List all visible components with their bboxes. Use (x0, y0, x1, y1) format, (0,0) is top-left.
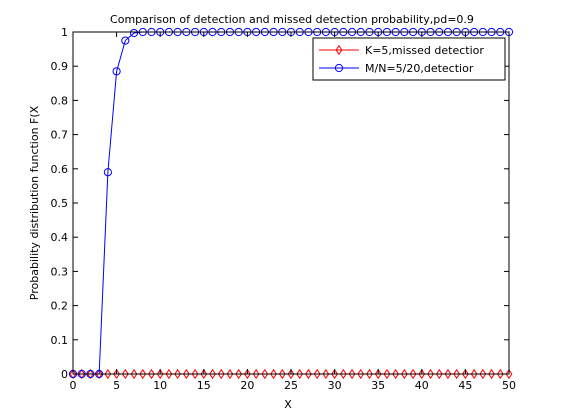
data-point (113, 368, 121, 380)
data-point (435, 368, 443, 380)
x-tick-label: 15 (197, 379, 211, 392)
data-point (156, 368, 164, 380)
data-point (496, 368, 504, 380)
data-point (418, 368, 426, 380)
x-tick-label: 5 (113, 379, 120, 392)
legend-marker (335, 44, 343, 56)
data-point (470, 368, 478, 380)
data-point (392, 368, 400, 380)
data-point (400, 368, 408, 380)
data-point (270, 368, 277, 380)
x-tick-label: 25 (284, 379, 298, 392)
y-tick-label: 0.5 (51, 197, 69, 210)
data-point (348, 368, 356, 380)
data-point (226, 368, 234, 380)
data-point (444, 368, 452, 380)
data-point (488, 368, 495, 380)
data-point (252, 368, 260, 380)
legend-box (312, 37, 506, 81)
y-tick-label: 0.3 (51, 265, 69, 278)
x-tick-label: 10 (153, 379, 167, 392)
data-point (112, 67, 121, 76)
data-point (357, 368, 365, 380)
data-point (261, 368, 269, 380)
y-tick-label: 0.2 (51, 300, 69, 313)
y-tick-label: 1 (61, 26, 68, 39)
y-tick-label: 0.7 (51, 129, 69, 142)
data-point (366, 368, 373, 380)
legend-entry: M/N=5/20,detectior (319, 62, 474, 75)
data-point (139, 368, 147, 380)
y-tick-label: 0.8 (51, 94, 69, 107)
data-point (374, 368, 382, 380)
ticks-layer: 0 5 10 15 20 25 30 35 40 45 50 0 0.1 0.2 0.3 0.4 0.5 0.6 0… (51, 26, 517, 392)
data-point (409, 368, 417, 380)
chart-title: Comparison of detection and missed detec… (110, 13, 474, 26)
data-point (296, 368, 304, 380)
data-point (104, 368, 112, 380)
data-point (453, 368, 461, 380)
data-point (235, 368, 243, 380)
x-tick-label: 50 (502, 379, 516, 392)
data-point (243, 368, 251, 380)
data-point (148, 368, 155, 380)
x-tick-label: 20 (240, 379, 254, 392)
data-point (461, 368, 469, 380)
legend-entry: K=5,missed detectior (319, 44, 484, 57)
x-tick-label: 0 (70, 379, 77, 392)
data-point (305, 368, 312, 380)
data-point (121, 36, 130, 45)
data-point (209, 368, 216, 380)
data-point (339, 368, 347, 380)
y-tick-label: 0.1 (51, 334, 69, 347)
data-point (87, 368, 94, 380)
legend-label: M/N=5/20,detectior (365, 62, 474, 75)
data-point (121, 368, 129, 380)
x-tick-label: 40 (415, 379, 429, 392)
data-point (174, 368, 182, 380)
data-point (479, 368, 487, 380)
data-point (165, 368, 173, 380)
plot-area (73, 32, 509, 374)
data-point (129, 28, 139, 38)
x-tick-label: 30 (328, 379, 342, 392)
data-point (322, 368, 330, 380)
data-point (200, 368, 208, 380)
data-point (69, 368, 77, 380)
data-point (78, 368, 86, 380)
data-point (191, 368, 199, 380)
legend: K=5,missed detectior M/N=5/20,detectior (312, 37, 506, 81)
y-tick-label: 0.6 (51, 163, 69, 176)
data-point (383, 368, 391, 380)
data-point (331, 368, 339, 380)
data-point (427, 368, 434, 380)
data-point (505, 368, 513, 380)
legend-label: K=5,missed detectior (365, 44, 484, 57)
legend-marker (334, 63, 344, 73)
y-axis-label: Probability distribution function F(X (28, 105, 41, 300)
x-tick-label: 45 (458, 379, 472, 392)
y-tick-label: 0.9 (51, 60, 69, 73)
data-point (287, 368, 295, 380)
data-point (217, 368, 225, 380)
data-point (278, 368, 286, 380)
data-point (182, 368, 190, 380)
y-tick-label: 0 (61, 368, 68, 381)
data-point (103, 168, 112, 177)
data-point (313, 368, 321, 380)
x-axis-label: X (284, 398, 292, 411)
data-point (130, 368, 138, 380)
data-point (95, 368, 103, 380)
x-tick-label: 35 (371, 379, 385, 392)
y-tick-label: 0.4 (51, 231, 69, 244)
